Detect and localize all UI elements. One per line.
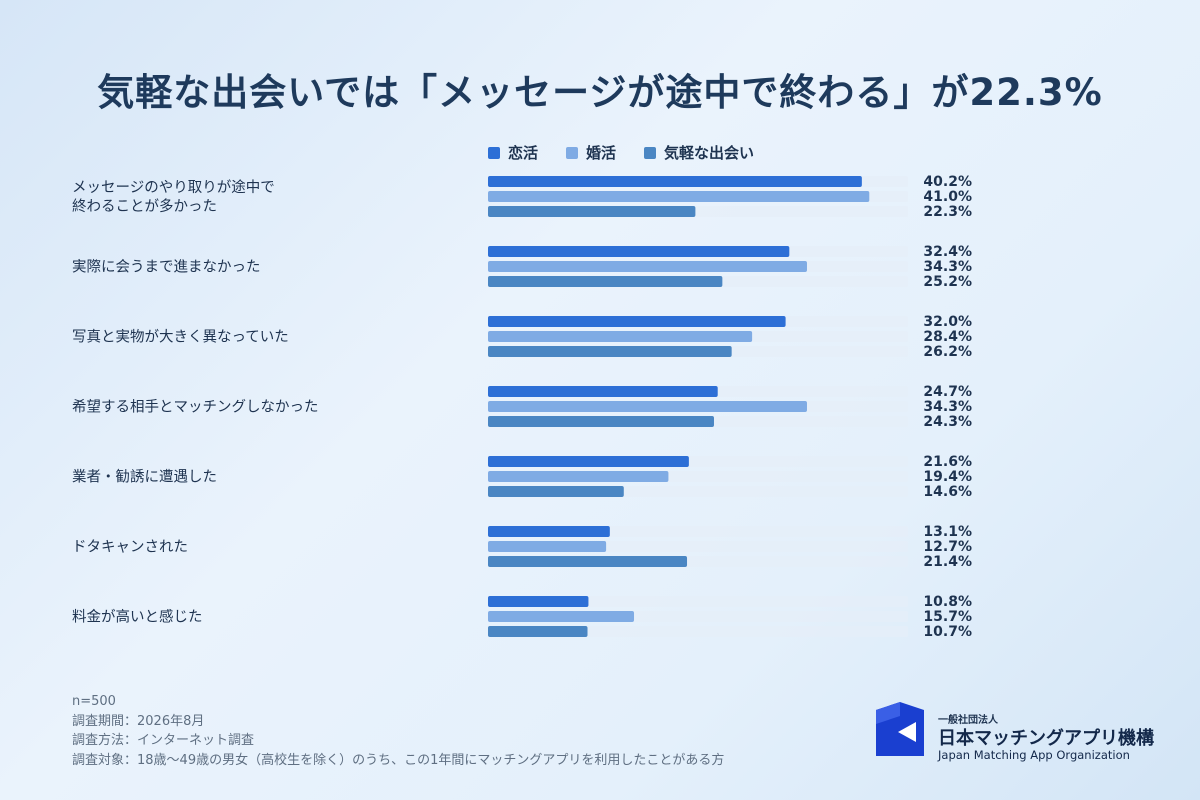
value-label: 40.2% [923,174,972,190]
bar [488,596,589,607]
survey-notes: n=500 調査期間：2026年8月 調査方法：インターネット調査 調査対象：1… [72,692,724,770]
category-label: ドタキャンされた [72,539,188,556]
chart-legend: 恋活 婚活 気軽な出会い [488,142,754,163]
logo-subtitle: 一般社団法人 [938,715,998,726]
value-label: 15.7% [923,609,972,625]
value-label: 25.2% [923,274,972,290]
bar [488,386,718,397]
organization-logo: 一般社団法人 日本マッチングアプリ機構 Japan Matching App O… [876,702,1176,762]
bar-track [488,596,908,607]
bar [488,456,689,467]
value-label: 34.3% [923,259,972,275]
category-label: 希望する相手とマッチングしなかった [72,399,319,416]
category-label: 終わることが多かった [72,198,217,215]
value-label: 32.0% [923,314,972,330]
bar [488,276,723,287]
organization-logo-mark-icon [876,702,924,756]
value-label: 32.4% [923,244,972,260]
value-label: 10.7% [923,624,972,640]
value-label: 34.3% [923,399,972,415]
legend-label-casual: 気軽な出会い [664,144,755,162]
value-label: 21.6% [923,454,972,470]
category-label: 料金が高いと感じた [72,609,203,626]
bar [488,471,669,482]
bar [488,191,870,202]
note-survey-period: 調査期間：2026年8月 [72,713,205,729]
legend-item-renkatsu: 恋活 [488,142,538,163]
bar [488,611,635,622]
bar [488,556,688,567]
value-label: 12.7% [923,539,972,555]
legend-item-konkatsu: 婚活 [566,142,616,163]
bar [488,401,807,412]
legend-label-konkatsu: 婚活 [586,144,617,162]
category-label: 業者・勧誘に遭遇した [72,469,217,486]
bar [488,346,732,357]
legend-item-casual: 気軽な出会い [644,142,754,163]
bar [488,176,862,187]
value-label: 22.3% [923,204,972,220]
bar [488,541,607,552]
note-sample-size: n=500 [72,694,116,709]
value-label: 19.4% [923,469,972,485]
category-label: 実際に会うまで進まなかった [72,259,261,276]
bar [488,331,753,342]
bar [488,316,786,327]
chart-title: 気軽な出会いでは「メッセージが途中で終わる」が22.3% [97,71,1103,114]
category-label: メッセージのやり取りが途中で [72,179,275,196]
value-label: 21.4% [923,554,972,570]
logo-english-name: Japan Matching App Organization [938,748,1130,762]
bar [488,246,790,257]
value-label: 10.8% [923,594,972,610]
value-label: 28.4% [923,329,972,345]
value-label: 26.2% [923,344,972,360]
legend-label-renkatsu: 恋活 [508,144,539,162]
bar [488,206,696,217]
value-label: 13.1% [923,524,972,540]
bar-track [488,626,908,637]
legend-swatch-renkatsu [488,146,500,159]
bar [488,626,588,637]
value-label: 24.3% [923,414,972,430]
bar [488,416,714,427]
category-label: 写真と実物が大きく異なっていた [72,328,289,346]
value-label: 41.0% [923,189,972,205]
note-survey-target: 調査対象：18歳〜49歳の男女（高校生を除く）のうち、この1年間にマッチングアプ… [72,752,725,768]
note-survey-method: 調査方法：インターネット調査 [72,733,255,748]
bar [488,486,624,497]
legend-swatch-casual [644,146,657,159]
bar [488,526,610,537]
logo-name: 日本マッチングアプリ機構 [938,728,1154,749]
bar [488,261,807,272]
value-label: 24.7% [923,384,972,400]
value-label: 14.6% [923,484,972,500]
legend-swatch-konkatsu [566,146,579,159]
